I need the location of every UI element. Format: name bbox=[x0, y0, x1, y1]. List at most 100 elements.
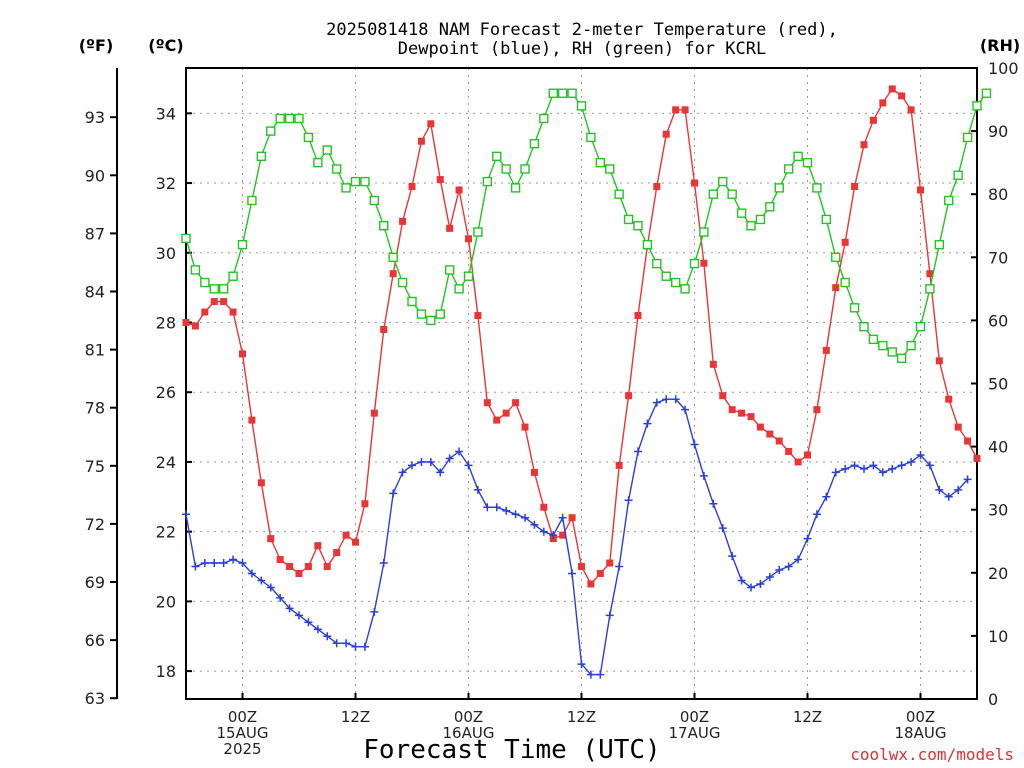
rh-point bbox=[473, 227, 483, 237]
temperature-point bbox=[474, 312, 482, 320]
rh-tick-label: 10 bbox=[988, 627, 1008, 646]
temperature-point bbox=[804, 451, 811, 459]
temperature-point bbox=[201, 308, 209, 316]
dewpoint-point bbox=[634, 447, 642, 456]
celsius-tick-label: 30 bbox=[156, 244, 176, 263]
series-dewpoint bbox=[182, 395, 972, 679]
dewpoint-point bbox=[831, 468, 840, 477]
dewpoint-point bbox=[784, 562, 793, 571]
rh-point bbox=[623, 214, 634, 225]
rh-point bbox=[548, 88, 558, 98]
temperature-point bbox=[681, 106, 689, 114]
dewpoint-point bbox=[765, 572, 774, 581]
x-axis-label: Forecast Time (UTC) bbox=[363, 735, 660, 765]
dewpoint-point bbox=[210, 559, 219, 568]
dewpoint-point bbox=[379, 559, 388, 568]
rh-point bbox=[699, 227, 709, 237]
rh-point bbox=[614, 189, 624, 199]
temperature-point bbox=[653, 183, 661, 191]
temperature-point bbox=[389, 270, 397, 278]
temperature-point bbox=[295, 569, 303, 577]
rh-point bbox=[642, 239, 653, 250]
rh-point bbox=[727, 189, 737, 199]
dewpoint-point bbox=[803, 534, 812, 543]
celsius-tick-label: 28 bbox=[156, 313, 176, 332]
dewpoint-point bbox=[417, 457, 426, 466]
rh-point bbox=[190, 265, 201, 275]
temperature-point bbox=[879, 99, 887, 107]
dewpoint-point bbox=[605, 611, 614, 620]
rh-point bbox=[501, 164, 511, 174]
temperature-point bbox=[756, 423, 764, 431]
dewpoint-point bbox=[878, 468, 887, 477]
rh-point bbox=[407, 296, 417, 307]
temperature-point bbox=[408, 183, 416, 191]
dewpoint-point bbox=[370, 607, 379, 616]
dewpoint-point bbox=[822, 492, 831, 501]
rh-point bbox=[944, 195, 954, 206]
rh-point bbox=[793, 151, 803, 162]
dewpoint-point bbox=[539, 527, 548, 536]
fahrenheit-tick-label: 84 bbox=[85, 283, 105, 302]
rh-point bbox=[200, 277, 210, 288]
celsius-tick-label: 24 bbox=[156, 453, 176, 472]
temperature-point bbox=[314, 542, 322, 550]
dewpoint-point bbox=[643, 419, 652, 428]
dewpoint-point bbox=[426, 457, 435, 466]
series-rh bbox=[181, 88, 992, 363]
dewpoint-point bbox=[257, 576, 266, 585]
dewpoint-point bbox=[200, 559, 209, 568]
rh-point bbox=[765, 202, 775, 212]
rh-point bbox=[463, 271, 474, 281]
temperature-point bbox=[191, 322, 199, 330]
rh-point bbox=[887, 347, 897, 357]
dewpoint-point bbox=[558, 513, 567, 522]
dewpoint-point bbox=[935, 485, 944, 494]
dewpoint-point bbox=[389, 489, 398, 498]
temperature-point bbox=[785, 447, 793, 455]
temperature-point bbox=[832, 284, 840, 292]
dewpoint-point bbox=[869, 461, 878, 470]
dewpoint-point bbox=[304, 618, 313, 627]
rh-point bbox=[482, 176, 493, 187]
rh-point bbox=[774, 183, 784, 193]
temperature-point bbox=[333, 549, 341, 557]
rh-point bbox=[586, 132, 596, 143]
fahrenheit-tick-label: 78 bbox=[85, 399, 105, 418]
temperature-point bbox=[210, 298, 218, 306]
rh-point bbox=[849, 303, 860, 313]
rh-point bbox=[783, 164, 794, 174]
rh-point bbox=[218, 284, 229, 294]
celsius-tick-label: 20 bbox=[156, 592, 176, 611]
rh-tick-label: 50 bbox=[988, 375, 1008, 394]
temperature-point bbox=[615, 461, 623, 469]
credit-text: coolwx.com/models bbox=[850, 745, 1014, 764]
rh-point bbox=[388, 252, 398, 263]
dewpoint-point bbox=[577, 660, 586, 669]
temperature-point bbox=[465, 235, 472, 243]
celsius-tick-label: 34 bbox=[156, 104, 176, 123]
temperature-point bbox=[455, 186, 463, 194]
temperature-point bbox=[323, 563, 331, 571]
dewpoint-point bbox=[596, 670, 605, 679]
fahrenheit-tick-label: 69 bbox=[85, 573, 105, 592]
time-tick-label: 00Z bbox=[680, 708, 709, 726]
fahrenheit-tick-label: 66 bbox=[85, 631, 105, 650]
rh-tick-label: 60 bbox=[988, 311, 1008, 330]
temperature-point bbox=[521, 423, 529, 431]
rh-point bbox=[350, 176, 361, 187]
dewpoint-point bbox=[295, 611, 303, 620]
temperature-point bbox=[540, 503, 548, 511]
temperature-point bbox=[568, 514, 576, 522]
rh-point bbox=[331, 164, 342, 174]
rh-point bbox=[510, 183, 521, 193]
rh-point bbox=[925, 284, 935, 294]
rh-point bbox=[915, 322, 926, 332]
temperature-point bbox=[898, 92, 906, 100]
rh-point bbox=[228, 271, 238, 281]
grid-lines bbox=[186, 68, 977, 699]
dewpoint-point bbox=[549, 531, 558, 540]
temperature-point bbox=[587, 580, 595, 588]
temperature-point bbox=[596, 569, 604, 577]
